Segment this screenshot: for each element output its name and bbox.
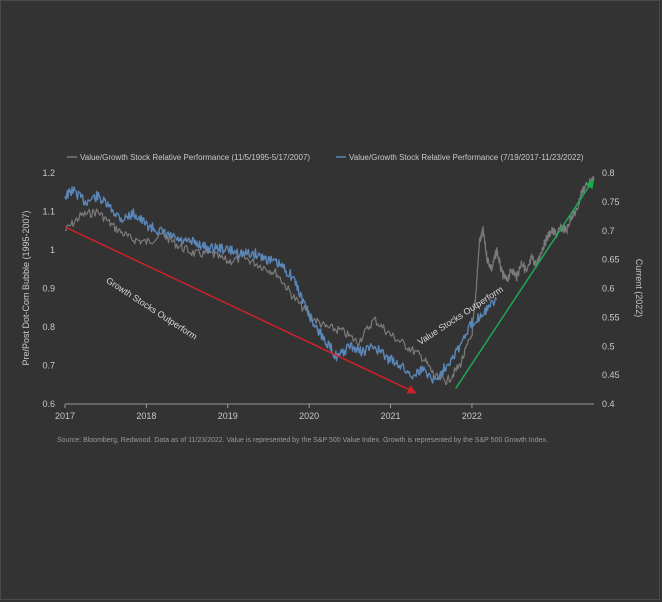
- source-note: Source: Bloomberg, Redwood. Data as of 1…: [57, 437, 548, 444]
- growth-outperform-arrow: [64, 226, 417, 394]
- x-tick-label-2017: 2017: [55, 411, 75, 421]
- x-axis-ticks: 2017 2018 2019 2020 2021 2022: [55, 404, 482, 421]
- series-line-1995-2007: [64, 176, 595, 386]
- y-right-tick-0.75: 0.75: [602, 197, 620, 207]
- x-tick-label-2021: 2021: [381, 411, 401, 421]
- y-right-tick-0.5: 0.5: [602, 341, 615, 351]
- y-right-tick-0.6: 0.6: [602, 284, 615, 294]
- y-left-tick-0.7: 0.7: [42, 361, 55, 371]
- y-axis-right-ticks: 0.4 0.45 0.5 0.55 0.6 0.65 0.7 0.75 0.8: [602, 168, 620, 409]
- x-tick-label-2020: 2020: [299, 411, 319, 421]
- x-tick-label-2019: 2019: [218, 411, 238, 421]
- y-right-tick-0.45: 0.45: [602, 370, 620, 380]
- y-axis-left-title: Pre/Post Dot-Com Bubble (1995-2007): [21, 210, 31, 365]
- y-left-tick-1: 1: [50, 245, 55, 255]
- legend-label-1995-2007: Value/Growth Stock Relative Performance …: [80, 153, 310, 162]
- annotation-value-outperform: Value Stocks Outperform: [416, 284, 505, 347]
- annotation-growth-outperform: Growth Stocks Outperform: [104, 275, 199, 341]
- y-right-tick-0.55: 0.55: [602, 312, 620, 322]
- legend: Value/Growth Stock Relative Performance …: [67, 153, 584, 162]
- x-tick-label-2022: 2022: [462, 411, 482, 421]
- y-left-tick-0.9: 0.9: [42, 284, 55, 294]
- y-axis-right-title: Current (2022): [634, 259, 644, 318]
- y-axis-left-ticks: 0.6 0.7 0.8 0.9 1 1.1 1.2: [42, 168, 55, 409]
- legend-label-2017-2022: Value/Growth Stock Relative Performance …: [349, 153, 584, 162]
- y-right-tick-0.7: 0.7: [602, 226, 615, 236]
- value-outperform-arrow: [455, 179, 594, 390]
- y-right-tick-0.4: 0.4: [602, 399, 615, 409]
- y-left-tick-1.2: 1.2: [42, 168, 55, 178]
- y-right-tick-0.8: 0.8: [602, 168, 615, 178]
- y-left-tick-0.8: 0.8: [42, 322, 55, 332]
- y-right-tick-0.65: 0.65: [602, 255, 620, 265]
- y-left-tick-1.1: 1.1: [42, 207, 55, 217]
- y-left-tick-0.6: 0.6: [42, 399, 55, 409]
- series-line-2017-2022: [64, 186, 497, 384]
- x-tick-label-2018: 2018: [136, 411, 156, 421]
